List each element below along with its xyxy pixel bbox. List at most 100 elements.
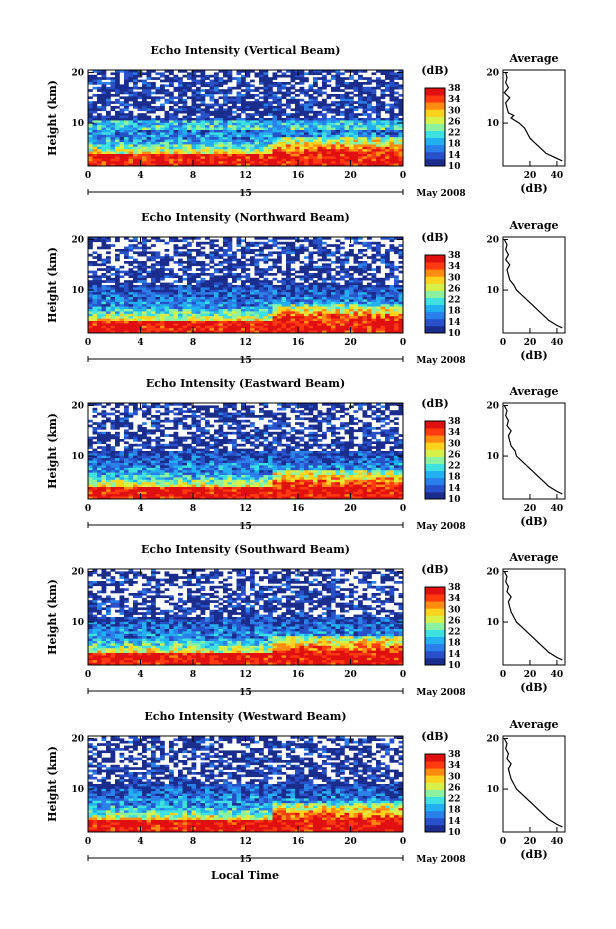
heatmap-cell bbox=[232, 127, 237, 131]
heatmap-cell bbox=[214, 282, 219, 286]
heatmap-cell bbox=[173, 330, 179, 334]
heatmap-cell bbox=[187, 110, 192, 114]
heatmap-cell bbox=[344, 256, 350, 259]
heatmap-cell bbox=[331, 144, 336, 148]
heatmap-cell bbox=[362, 294, 368, 298]
heatmap-cell bbox=[245, 113, 251, 116]
heatmap-cell bbox=[232, 325, 237, 329]
heatmap-cell bbox=[88, 149, 93, 152]
heatmap-cell bbox=[340, 241, 345, 245]
heatmap-cell bbox=[106, 113, 111, 116]
heatmap-cell bbox=[178, 330, 183, 334]
heatmap-cell bbox=[218, 108, 224, 112]
heatmap-cell bbox=[389, 237, 395, 240]
heatmap-cell bbox=[308, 299, 314, 303]
heatmap-cell bbox=[146, 330, 152, 334]
heatmap-cell bbox=[295, 115, 300, 119]
heatmap-cell bbox=[124, 70, 129, 73]
heatmap-cell bbox=[349, 86, 354, 90]
heatmap-cell bbox=[281, 301, 287, 305]
heatmap-cell bbox=[187, 74, 192, 78]
heatmap-cell bbox=[344, 82, 350, 85]
heatmap-cell bbox=[128, 323, 134, 327]
heatmap-cell bbox=[335, 309, 341, 312]
heatmap-cell bbox=[146, 161, 152, 164]
heatmap-cell bbox=[259, 246, 264, 250]
heatmap-cell bbox=[155, 163, 161, 167]
heatmap-cell bbox=[358, 91, 363, 95]
heatmap-cell bbox=[268, 142, 273, 145]
heatmap-cell bbox=[263, 316, 269, 319]
heatmap-cell bbox=[371, 273, 377, 276]
heatmap-cell bbox=[340, 134, 345, 138]
heatmap-cell bbox=[191, 261, 197, 264]
heatmap-cell bbox=[214, 294, 219, 298]
heatmap-cell bbox=[277, 328, 282, 331]
heatmap bbox=[88, 70, 404, 167]
heatmap-cell bbox=[326, 151, 332, 155]
heatmap-cell bbox=[254, 330, 260, 334]
heatmap-cell bbox=[317, 325, 323, 329]
heatmap-cell bbox=[218, 154, 224, 157]
heatmap-cell bbox=[214, 103, 219, 107]
heatmap-cell bbox=[227, 316, 233, 319]
heatmap-cell bbox=[232, 149, 237, 152]
heatmap-cell bbox=[272, 265, 278, 269]
heatmap-cell bbox=[317, 304, 323, 307]
heatmap-cell bbox=[169, 134, 174, 138]
heatmap-cell bbox=[398, 149, 404, 152]
heatmap-cell bbox=[196, 118, 201, 121]
colorbar-tick-label: 38 bbox=[448, 84, 461, 94]
heatmap-cell bbox=[137, 146, 143, 150]
heatmap-cell bbox=[214, 263, 219, 267]
heatmap-cell bbox=[209, 79, 215, 83]
heatmap-cell bbox=[178, 156, 183, 160]
heatmap-cell bbox=[236, 132, 242, 136]
heatmap-cell bbox=[335, 106, 341, 109]
heatmap-cell bbox=[317, 285, 323, 288]
heatmap-cell bbox=[326, 282, 332, 286]
heatmap-cell bbox=[358, 405, 363, 409]
heatmap-cell bbox=[142, 249, 147, 252]
heatmap-cell bbox=[299, 137, 305, 140]
heatmap-cell bbox=[110, 273, 116, 276]
heatmap-cell bbox=[214, 84, 219, 88]
heatmap-cell bbox=[385, 297, 390, 300]
heatmap-cell bbox=[362, 98, 368, 102]
heatmap-cell bbox=[160, 108, 165, 112]
heatmap-cell bbox=[367, 407, 372, 411]
heatmap-cell bbox=[250, 304, 255, 307]
heatmap-cell bbox=[313, 297, 318, 300]
heatmap-cell bbox=[389, 287, 395, 291]
heatmap-cell bbox=[394, 134, 399, 138]
heatmap-cell bbox=[223, 273, 228, 276]
heatmap-cell bbox=[259, 106, 264, 109]
heatmap-cell bbox=[214, 74, 219, 78]
heatmap-cell bbox=[290, 108, 296, 112]
heatmap-cell bbox=[146, 139, 152, 143]
heatmap-cell bbox=[164, 144, 170, 148]
heatmap-cell bbox=[335, 258, 341, 262]
heatmap-cell bbox=[196, 154, 201, 157]
heatmap-cell bbox=[178, 251, 183, 255]
heatmap-cell bbox=[169, 158, 174, 162]
heatmap-cell bbox=[88, 285, 93, 288]
heatmap-cell bbox=[146, 101, 152, 104]
heatmap-cell bbox=[331, 325, 336, 329]
heatmap-cell bbox=[389, 127, 395, 131]
heatmap-cell bbox=[119, 120, 125, 124]
heatmap-cell bbox=[245, 89, 251, 92]
heatmap-cell bbox=[340, 318, 345, 322]
heatmap-cell bbox=[227, 132, 233, 136]
heatmap-cell bbox=[331, 253, 336, 257]
heatmap-cell bbox=[133, 127, 138, 131]
heatmap-cell bbox=[371, 309, 377, 312]
heatmap-cell bbox=[173, 309, 179, 312]
heatmap-cell bbox=[317, 246, 323, 250]
heatmap-cell bbox=[286, 289, 291, 293]
heatmap-cell bbox=[371, 108, 377, 112]
heatmap-cell bbox=[344, 154, 350, 157]
heatmap-cell bbox=[304, 330, 309, 334]
heatmap-cell bbox=[290, 304, 296, 307]
heatmap-cell bbox=[295, 297, 300, 300]
